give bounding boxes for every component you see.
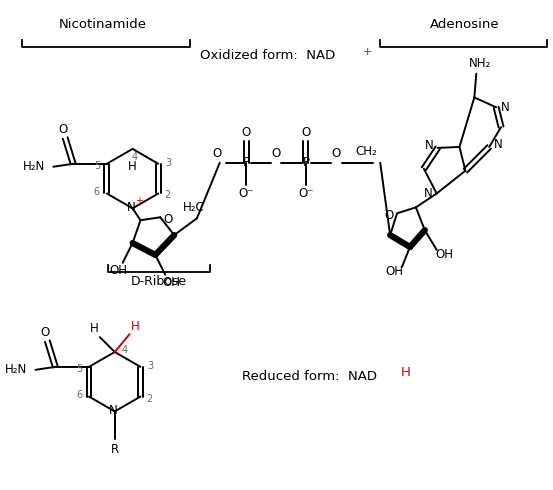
- Text: R: R: [111, 442, 119, 456]
- Text: H₂N: H₂N: [6, 363, 28, 376]
- Text: OH: OH: [162, 276, 180, 289]
- Text: N: N: [500, 101, 509, 114]
- Text: NH₂: NH₂: [469, 57, 492, 70]
- Text: 5: 5: [76, 364, 82, 374]
- Text: +: +: [135, 196, 143, 206]
- Text: Reduced form:  NAD: Reduced form: NAD: [242, 370, 377, 383]
- Text: 3: 3: [165, 158, 171, 168]
- Text: H₂N: H₂N: [23, 160, 45, 173]
- Text: 6: 6: [94, 187, 100, 196]
- Text: Nicotinamide: Nicotinamide: [59, 18, 147, 30]
- Text: OH: OH: [109, 264, 128, 277]
- Text: N: N: [424, 140, 433, 152]
- Text: O: O: [272, 147, 281, 160]
- Text: 4: 4: [122, 345, 128, 355]
- Text: OH: OH: [436, 248, 453, 261]
- Text: H: H: [128, 160, 137, 173]
- Text: N: N: [494, 139, 503, 151]
- Text: O⁻: O⁻: [298, 187, 314, 200]
- Text: N: N: [127, 201, 136, 214]
- Text: H: H: [90, 322, 98, 335]
- Text: 5: 5: [94, 161, 100, 171]
- Text: H: H: [131, 320, 140, 333]
- Text: O: O: [301, 125, 311, 139]
- Text: P: P: [243, 156, 250, 169]
- Text: Oxidized form:  NAD: Oxidized form: NAD: [200, 49, 335, 62]
- Text: 6: 6: [76, 390, 82, 399]
- Text: +: +: [362, 47, 372, 57]
- Text: O: O: [164, 213, 173, 226]
- Text: CH₂: CH₂: [356, 146, 377, 158]
- Text: O: O: [59, 122, 68, 136]
- Text: Adenosine: Adenosine: [430, 18, 499, 30]
- Text: 2: 2: [146, 393, 153, 404]
- Text: 4: 4: [132, 152, 138, 162]
- Text: O: O: [41, 326, 50, 339]
- Text: O: O: [242, 125, 251, 139]
- Text: N: N: [109, 404, 118, 417]
- Text: D-Ribose: D-Ribose: [131, 275, 187, 288]
- Text: O⁻: O⁻: [239, 187, 254, 200]
- Text: O: O: [212, 147, 221, 160]
- Text: H₂C: H₂C: [183, 201, 205, 214]
- Text: 2: 2: [164, 191, 170, 200]
- Text: OH: OH: [385, 265, 403, 278]
- Text: 3: 3: [147, 361, 153, 371]
- Text: H: H: [401, 367, 411, 379]
- Text: O: O: [331, 147, 340, 160]
- Text: O: O: [384, 209, 394, 222]
- Text: P: P: [302, 156, 310, 169]
- Text: N: N: [424, 187, 432, 200]
